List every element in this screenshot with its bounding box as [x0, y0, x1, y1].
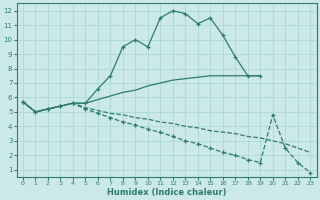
X-axis label: Humidex (Indice chaleur): Humidex (Indice chaleur)	[107, 188, 226, 197]
